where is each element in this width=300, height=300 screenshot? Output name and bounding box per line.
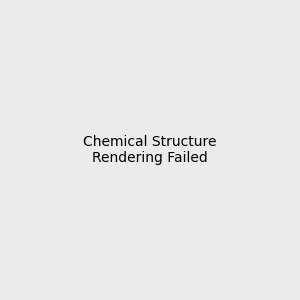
Text: Chemical Structure
Rendering Failed: Chemical Structure Rendering Failed [83, 135, 217, 165]
